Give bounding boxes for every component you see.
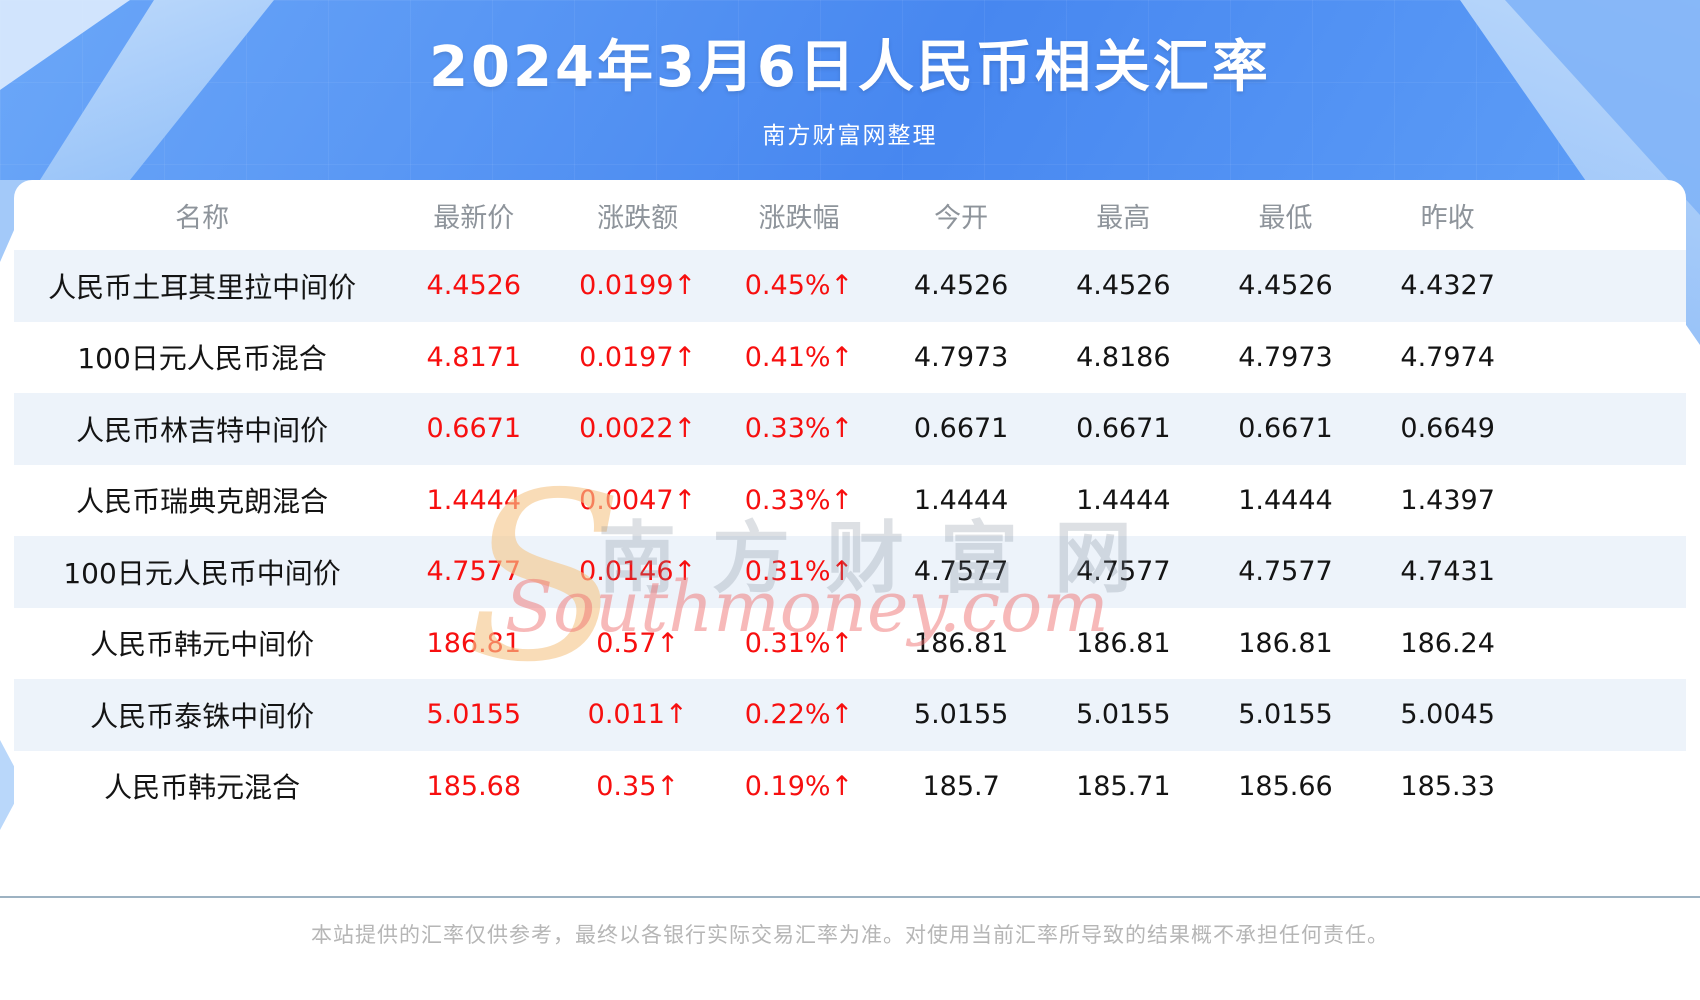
cell-name: 人民币林吉特中间价 — [76, 413, 329, 447]
cell-change-amount: 0.0022↑ — [579, 413, 697, 445]
footer-divider — [0, 896, 1700, 898]
table-row: 人民币韩元混合 185.68 0.35↑ 0.19%↑ 185.7 185.71 185.6… — [14, 751, 1686, 823]
cell-latest-price: 5.0155 — [426, 699, 522, 731]
table-row: 人民币土耳其里拉中间价 4.4526 0.0199↑ 0.45%↑ 4.4526 4.45… — [14, 250, 1686, 322]
cell-lowest: 4.7973 — [1238, 341, 1333, 373]
hero-banner — [0, 0, 1700, 180]
cell-change-amount: 0.57↑ — [596, 627, 679, 659]
page-title: 2024年3月6日人民币相关汇率 — [429, 35, 1271, 100]
cell-today-open: 4.7577 — [913, 556, 1009, 588]
cell-latest-price: 4.4526 — [426, 270, 522, 302]
cell-highest: 1.4444 — [1076, 484, 1171, 516]
cell-change-percent: 0.19%↑ — [744, 770, 854, 802]
cell-name: 人民币泰铢中间价 — [90, 699, 315, 733]
cell-lowest: 5.0155 — [1238, 699, 1333, 731]
col-header-highest: 最高 — [1096, 202, 1151, 234]
col-header-lowest: 最低 — [1258, 202, 1313, 234]
table-row: 人民币林吉特中间价 0.6671 0.0022↑ 0.33%↑ 0.6671 0.6671… — [14, 393, 1686, 465]
cell-today-open: 5.0155 — [913, 699, 1009, 731]
cell-name: 人民币瑞典克朗混合 — [76, 485, 329, 519]
cell-name: 100日元人民币混合 — [77, 342, 327, 376]
cell-change-amount: 0.0047↑ — [579, 484, 697, 516]
col-header-latest-price: 最新价 — [433, 202, 515, 234]
cell-highest: 186.81 — [1076, 627, 1171, 659]
cell-name: 人民币韩元混合 — [104, 771, 301, 805]
cell-change-percent: 0.33%↑ — [744, 484, 854, 516]
cell-latest-price: 0.6671 — [426, 413, 522, 445]
disclaimer-text: 本站提供的汇率仅供参考，最终以各银行实际交易汇率为准。对使用当前汇率所导致的结果… — [311, 923, 1389, 947]
col-header-prev-close: 昨收 — [1420, 202, 1475, 234]
cell-lowest: 4.4526 — [1238, 270, 1333, 302]
cell-latest-price: 4.8171 — [426, 341, 522, 373]
cell-name: 人民币韩元中间价 — [90, 628, 315, 662]
table-body: 人民币土耳其里拉中间价 4.4526 0.0199↑ 0.45%↑ 4.4526 4.45… — [14, 250, 1686, 822]
cell-latest-price: 185.68 — [426, 770, 522, 802]
cell-prev-close: 5.0045 — [1400, 699, 1495, 731]
cell-lowest: 0.6671 — [1238, 413, 1333, 445]
cell-lowest: 4.7577 — [1238, 556, 1333, 588]
col-header-today-open: 今开 — [934, 202, 989, 234]
cell-latest-price: 186.81 — [426, 627, 522, 659]
cell-lowest: 1.4444 — [1238, 484, 1333, 516]
cell-today-open: 186.81 — [913, 627, 1009, 659]
cell-highest: 185.71 — [1076, 770, 1171, 802]
table-row: 100日元人民币混合 4.8171 0.0197↑ 0.41%↑ 4.7973 4.818… — [14, 322, 1686, 394]
cell-today-open: 4.4526 — [913, 270, 1009, 302]
cell-prev-close: 4.7974 — [1400, 341, 1495, 373]
col-header-change-percent: 涨跌幅 — [758, 202, 840, 234]
cell-change-amount: 0.011↑ — [587, 699, 688, 731]
cell-change-percent: 0.33%↑ — [744, 413, 854, 445]
cell-today-open: 0.6671 — [913, 413, 1009, 445]
cell-prev-close: 4.7431 — [1400, 556, 1495, 588]
cell-change-percent: 0.31%↑ — [744, 556, 854, 588]
hero-grid-pattern — [0, 0, 1700, 180]
cell-name: 100日元人民币中间价 — [63, 556, 341, 590]
rates-table-card: 名称 最新价 涨跌额 涨跌幅 今开 最高 最低 昨收 人民币土耳其里拉中间价 4.4526 0.0… — [14, 180, 1686, 896]
cell-prev-close: 4.4327 — [1400, 270, 1495, 302]
cell-change-amount: 0.0199↑ — [579, 270, 697, 302]
col-header-name: 名称 — [175, 202, 230, 234]
cell-highest: 0.6671 — [1076, 413, 1171, 445]
cell-today-open: 4.7973 — [913, 341, 1009, 373]
col-header-change-amount: 涨跌额 — [597, 202, 679, 234]
table-row: 人民币泰铢中间价 5.0155 0.011↑ 0.22%↑ 5.0155 5.0155 5.… — [14, 679, 1686, 751]
table-row: 人民币瑞典克朗混合 1.4444 0.0047↑ 0.33%↑ 1.4444 1.4444… — [14, 465, 1686, 537]
cell-change-percent: 0.22%↑ — [744, 699, 854, 731]
cell-lowest: 186.81 — [1238, 627, 1333, 659]
cell-highest: 4.7577 — [1076, 556, 1171, 588]
cell-change-percent: 0.41%↑ — [744, 341, 854, 373]
cell-change-amount: 0.0197↑ — [579, 341, 697, 373]
table-header-row: 名称 最新价 涨跌额 涨跌幅 今开 最高 最低 昨收 — [14, 180, 1686, 250]
cell-prev-close: 185.33 — [1400, 770, 1495, 802]
cell-change-amount: 0.0146↑ — [579, 556, 697, 588]
table-row: 100日元人民币中间价 4.7577 0.0146↑ 0.31%↑ 4.7577 4.75… — [14, 536, 1686, 608]
cell-change-amount: 0.35↑ — [596, 770, 679, 802]
cell-prev-close: 1.4397 — [1400, 484, 1495, 516]
cell-change-percent: 0.45%↑ — [744, 270, 854, 302]
page-subtitle: 南方财富网整理 — [762, 123, 938, 149]
cell-name: 人民币土耳其里拉中间价 — [48, 270, 357, 304]
cell-highest: 4.4526 — [1076, 270, 1171, 302]
cell-prev-close: 0.6649 — [1400, 413, 1495, 445]
table-row: 人民币韩元中间价 186.81 0.57↑ 0.31%↑ 186.81 186.81 186… — [14, 608, 1686, 680]
cell-lowest: 185.66 — [1238, 770, 1333, 802]
cell-highest: 5.0155 — [1076, 699, 1171, 731]
cell-latest-price: 1.4444 — [426, 484, 522, 516]
cell-highest: 4.8186 — [1076, 341, 1171, 373]
cell-change-percent: 0.31%↑ — [744, 627, 854, 659]
cell-latest-price: 4.7577 — [426, 556, 522, 588]
cell-today-open: 185.7 — [922, 770, 1000, 802]
cell-prev-close: 186.24 — [1400, 627, 1495, 659]
cell-today-open: 1.4444 — [913, 484, 1009, 516]
